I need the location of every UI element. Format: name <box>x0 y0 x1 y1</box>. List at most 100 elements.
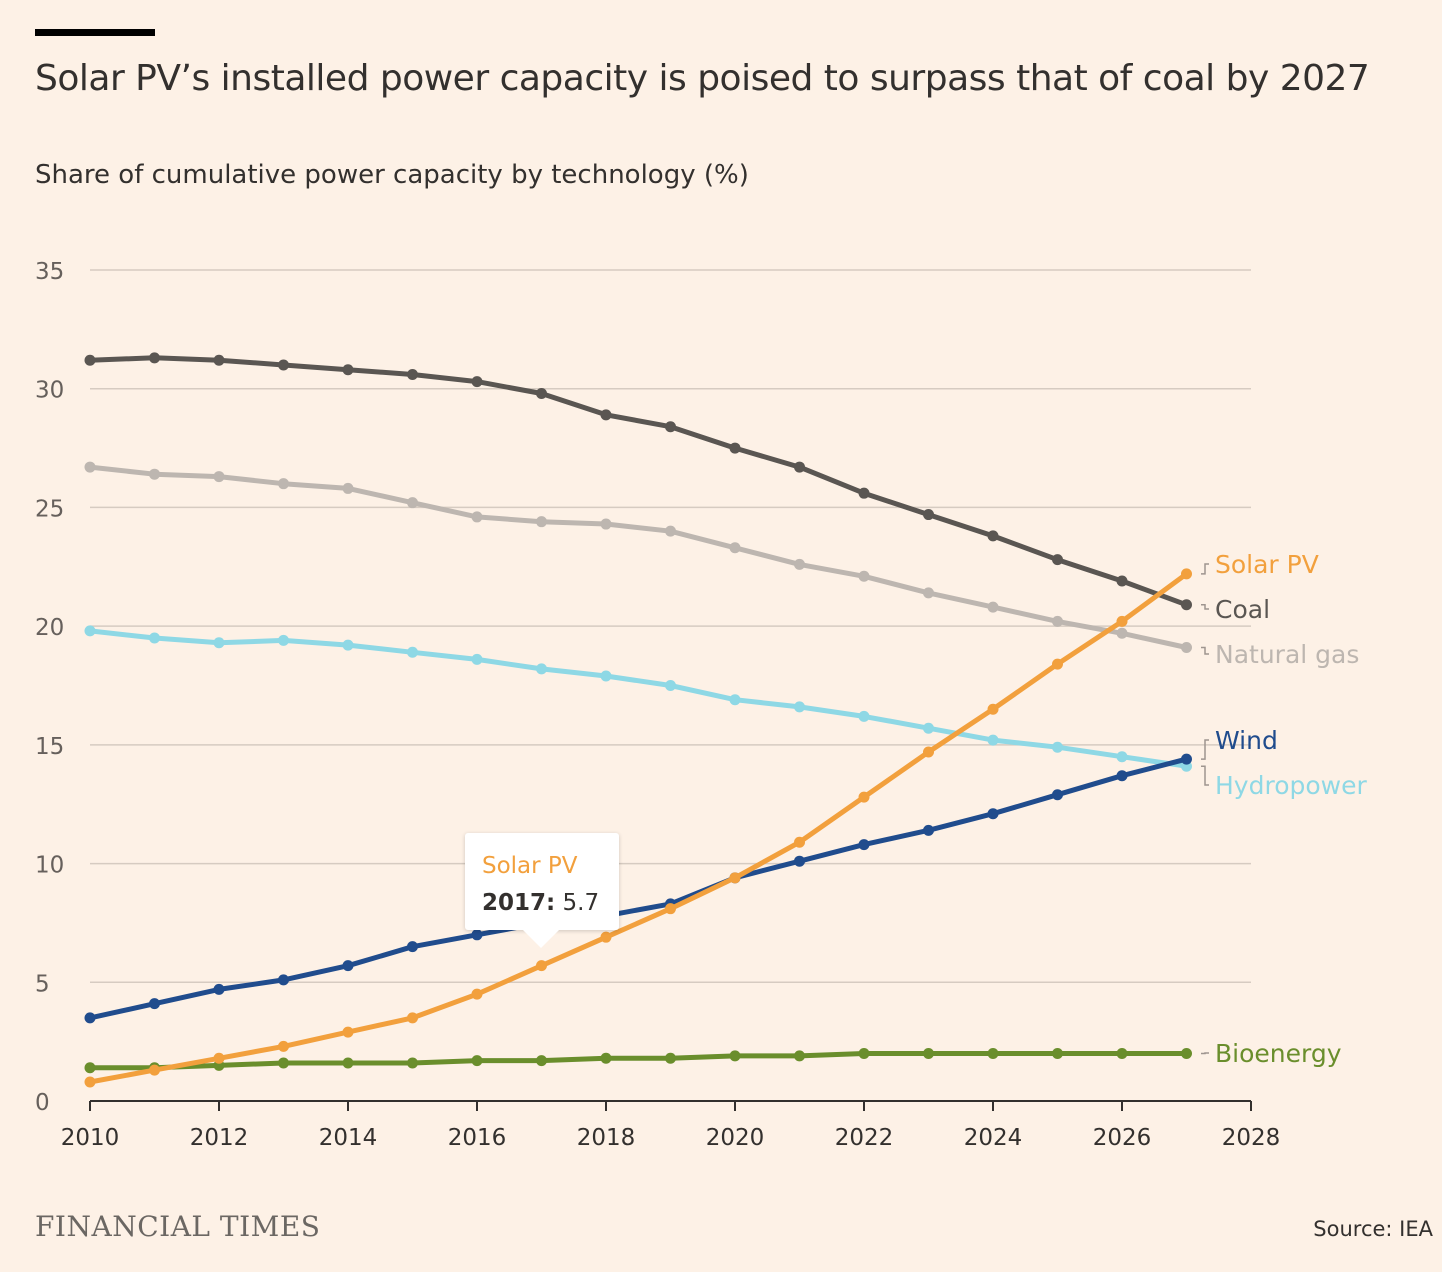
data-point <box>858 487 870 499</box>
data-point <box>729 1050 741 1062</box>
data-point <box>84 354 96 366</box>
data-point <box>278 478 289 490</box>
data-point <box>987 1048 999 1060</box>
data-point <box>342 1026 354 1038</box>
series-line <box>87 355 1189 608</box>
data-point <box>600 518 612 530</box>
data-point <box>536 516 547 528</box>
y-tick-label: 10 <box>35 853 64 879</box>
data-point <box>278 359 289 371</box>
data-point <box>665 903 676 915</box>
y-tick-label: 5 <box>35 971 50 997</box>
x-tick-label: 2014 <box>319 1125 378 1151</box>
data-point <box>84 625 96 637</box>
data-point <box>987 808 999 820</box>
y-tick-label: 0 <box>35 1090 50 1116</box>
series-label: Bioenergy <box>1215 1039 1342 1068</box>
y-tick-label: 35 <box>35 259 64 285</box>
x-tick-label: 2010 <box>61 1125 120 1151</box>
data-point <box>471 376 483 388</box>
data-point <box>1181 642 1192 654</box>
data-point <box>1116 627 1128 639</box>
data-point <box>794 558 805 570</box>
x-tick-label: 2020 <box>706 1125 765 1151</box>
data-point <box>149 632 160 644</box>
x-tick-label: 2026 <box>1093 1125 1152 1151</box>
data-point <box>665 421 676 433</box>
data-point <box>342 639 354 651</box>
data-point <box>858 839 870 851</box>
chart-subtitle: Share of cumulative power capacity by te… <box>35 160 749 190</box>
data-point <box>149 468 160 480</box>
data-point <box>536 1055 547 1067</box>
data-point <box>471 929 483 941</box>
y-tick-label: 25 <box>35 496 64 522</box>
data-point <box>729 694 741 706</box>
data-point <box>149 998 160 1010</box>
label-connector <box>1201 765 1209 786</box>
data-point <box>278 1057 289 1069</box>
data-point <box>149 352 160 364</box>
data-point <box>794 461 805 473</box>
data-point <box>729 542 741 554</box>
data-point <box>1052 1048 1063 1060</box>
series-label: Hydropower <box>1215 771 1367 800</box>
data-point <box>665 1052 676 1064</box>
series-line <box>87 628 1189 769</box>
data-point <box>923 587 934 599</box>
data-point <box>1116 751 1128 763</box>
data-tooltip: Solar PV 2017: 5.7 <box>465 833 619 948</box>
data-point <box>858 570 870 582</box>
x-tick-label: 2016 <box>448 1125 507 1151</box>
data-point <box>1116 770 1128 782</box>
series-line <box>87 1051 1189 1071</box>
data-point <box>987 734 999 746</box>
data-point <box>1052 554 1063 566</box>
y-tick-label: 30 <box>35 378 64 404</box>
data-point <box>342 482 354 494</box>
label-connector <box>1201 646 1209 655</box>
brand-logo: FINANCIAL TIMES <box>35 1210 321 1243</box>
tooltip-series: Solar PV <box>482 853 578 879</box>
y-tick-label: 15 <box>35 734 64 760</box>
data-point <box>858 710 870 722</box>
data-point <box>1181 568 1192 580</box>
data-point <box>600 670 612 682</box>
series-label: Coal <box>1215 595 1270 624</box>
label-connector <box>1201 739 1209 760</box>
data-point <box>407 368 418 380</box>
series-label: Solar PV <box>1215 550 1319 579</box>
data-point <box>729 442 741 454</box>
data-point <box>665 525 676 537</box>
data-point <box>407 941 418 953</box>
source-note: Source: IEA <box>1313 1217 1433 1241</box>
data-point <box>536 663 547 675</box>
data-point <box>1052 658 1063 670</box>
data-point <box>342 1057 354 1069</box>
x-tick-label: 2028 <box>1222 1125 1281 1151</box>
data-point <box>342 960 354 972</box>
data-point <box>278 634 289 646</box>
data-point <box>794 855 805 867</box>
data-point <box>536 387 547 399</box>
tooltip-year: 2017: <box>482 890 556 916</box>
data-point <box>987 703 999 715</box>
data-point <box>600 1052 612 1064</box>
series-line <box>87 464 1189 650</box>
data-point <box>858 791 870 803</box>
y-tick-label: 20 <box>35 615 64 641</box>
data-point <box>923 824 934 836</box>
data-point <box>987 530 999 542</box>
data-point <box>1052 615 1063 627</box>
data-point <box>471 653 483 665</box>
label-connector <box>1201 1052 1209 1055</box>
tooltip-value: 5.7 <box>562 890 600 916</box>
data-point <box>213 1052 225 1064</box>
data-point <box>84 1062 96 1074</box>
data-point <box>1181 599 1192 611</box>
chart-title: Solar PV’s installed power capacity is p… <box>35 58 1370 99</box>
data-point <box>923 722 934 734</box>
data-point <box>213 983 225 995</box>
data-point <box>1052 741 1063 753</box>
